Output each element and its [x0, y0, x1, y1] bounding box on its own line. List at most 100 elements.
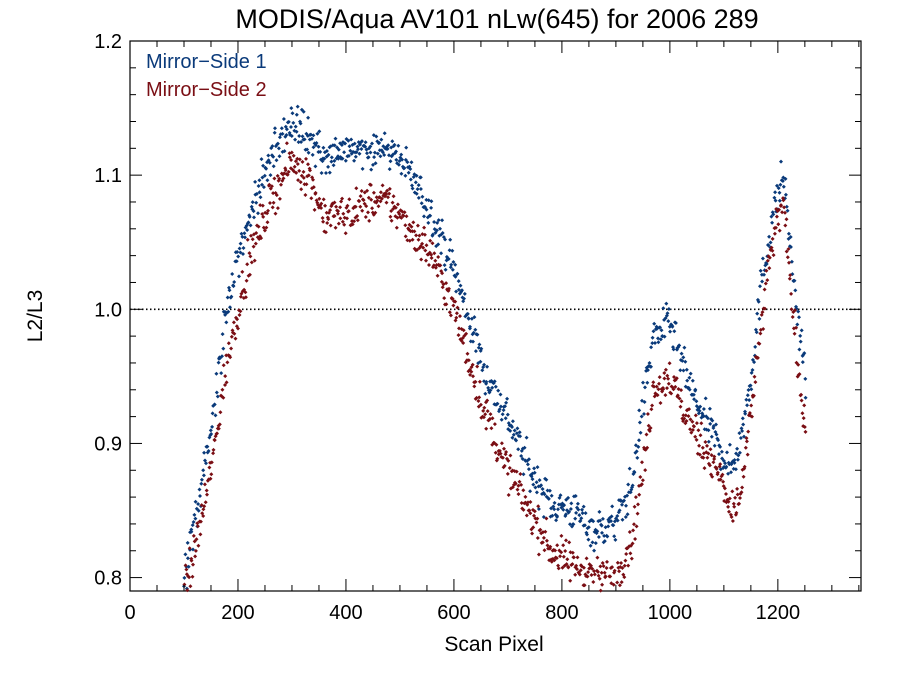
- data-point: [333, 225, 338, 230]
- data-point: [399, 171, 404, 176]
- data-point: [275, 173, 280, 178]
- data-point: [295, 104, 300, 109]
- data-point: [347, 144, 352, 149]
- data-point: [727, 496, 732, 501]
- data-point: [773, 190, 778, 195]
- data-point: [377, 140, 382, 145]
- data-point: [783, 210, 787, 215]
- data-point: [637, 420, 642, 425]
- data-point: [797, 315, 801, 320]
- data-point: [580, 511, 585, 516]
- data-point: [556, 566, 561, 571]
- data-point: [236, 254, 241, 259]
- data-point: [374, 195, 379, 200]
- data-point: [224, 380, 229, 385]
- data-point: [750, 414, 754, 419]
- data-point: [202, 482, 207, 487]
- data-point: [336, 221, 341, 226]
- data-point: [596, 569, 600, 574]
- data-point: [799, 392, 804, 397]
- data-point: [770, 236, 775, 241]
- data-point: [745, 452, 750, 457]
- data-point: [299, 173, 304, 178]
- data-point: [663, 393, 668, 398]
- data-point: [760, 310, 765, 315]
- data-point: [190, 574, 195, 579]
- data-point: [703, 396, 708, 401]
- data-point: [241, 246, 246, 250]
- data-point: [596, 535, 601, 539]
- data-point: [416, 237, 421, 242]
- data-point: [724, 464, 729, 469]
- data-point: [666, 319, 671, 324]
- data-point: [518, 434, 523, 439]
- data-point: [389, 218, 394, 223]
- data-point: [483, 391, 488, 396]
- data-point: [442, 296, 447, 301]
- data-point: [561, 543, 566, 548]
- data-point: [747, 411, 752, 415]
- data-point: [403, 234, 408, 239]
- data-point: [490, 416, 495, 421]
- data-point: [696, 428, 701, 433]
- data-point: [626, 482, 631, 487]
- data-point: [792, 331, 797, 336]
- data-point: [372, 155, 377, 160]
- data-point: [302, 137, 307, 142]
- data-point: [562, 503, 567, 508]
- data-point: [573, 572, 578, 577]
- data-point: [233, 336, 238, 341]
- data-point: [271, 200, 276, 205]
- data-point: [387, 186, 392, 191]
- data-point: [567, 540, 572, 545]
- data-point: [414, 173, 419, 178]
- data-point: [703, 440, 708, 444]
- data-point: [323, 230, 328, 235]
- data-point: [735, 446, 740, 451]
- data-point: [430, 232, 435, 237]
- data-point: [202, 450, 207, 455]
- data-point: [478, 402, 483, 407]
- data-point: [601, 564, 606, 569]
- data-point: [741, 422, 746, 427]
- data-point: [402, 166, 407, 170]
- data-point: [230, 272, 235, 276]
- data-point: [615, 518, 620, 523]
- data-point: [469, 316, 474, 321]
- data-point: [408, 167, 413, 171]
- data-point: [189, 558, 194, 563]
- data-point: [262, 173, 267, 178]
- data-point: [443, 237, 448, 242]
- data-point: [282, 149, 287, 154]
- data-point: [443, 267, 448, 272]
- data-point: [576, 507, 581, 512]
- data-point: [439, 279, 444, 284]
- data-point: [503, 416, 508, 421]
- data-point: [667, 361, 672, 366]
- data-point: [429, 252, 434, 257]
- data-point: [485, 409, 490, 414]
- data-point: [649, 407, 654, 412]
- data-point: [692, 424, 696, 429]
- data-point: [661, 306, 666, 311]
- data-point: [798, 333, 803, 338]
- data-point: [534, 490, 539, 495]
- data-point: [510, 419, 515, 424]
- data-point: [772, 231, 777, 236]
- data-point: [765, 278, 770, 283]
- data-point: [581, 504, 586, 509]
- data-point: [745, 403, 750, 408]
- data-point: [540, 540, 545, 545]
- data-point: [559, 550, 564, 555]
- data-point: [561, 507, 566, 512]
- data-point: [192, 512, 197, 517]
- data-point: [802, 403, 807, 408]
- data-point: [326, 164, 331, 169]
- data-point: [746, 429, 751, 434]
- data-point: [247, 272, 252, 277]
- data-point: [488, 412, 493, 417]
- data-point: [669, 391, 674, 396]
- data-point: [645, 445, 650, 450]
- x-tick-label: 1200: [756, 602, 801, 624]
- data-point: [378, 154, 383, 159]
